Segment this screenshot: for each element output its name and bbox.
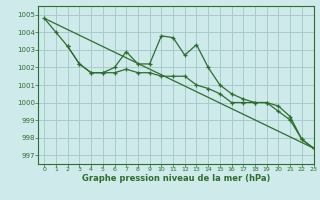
X-axis label: Graphe pression niveau de la mer (hPa): Graphe pression niveau de la mer (hPa)	[82, 174, 270, 183]
